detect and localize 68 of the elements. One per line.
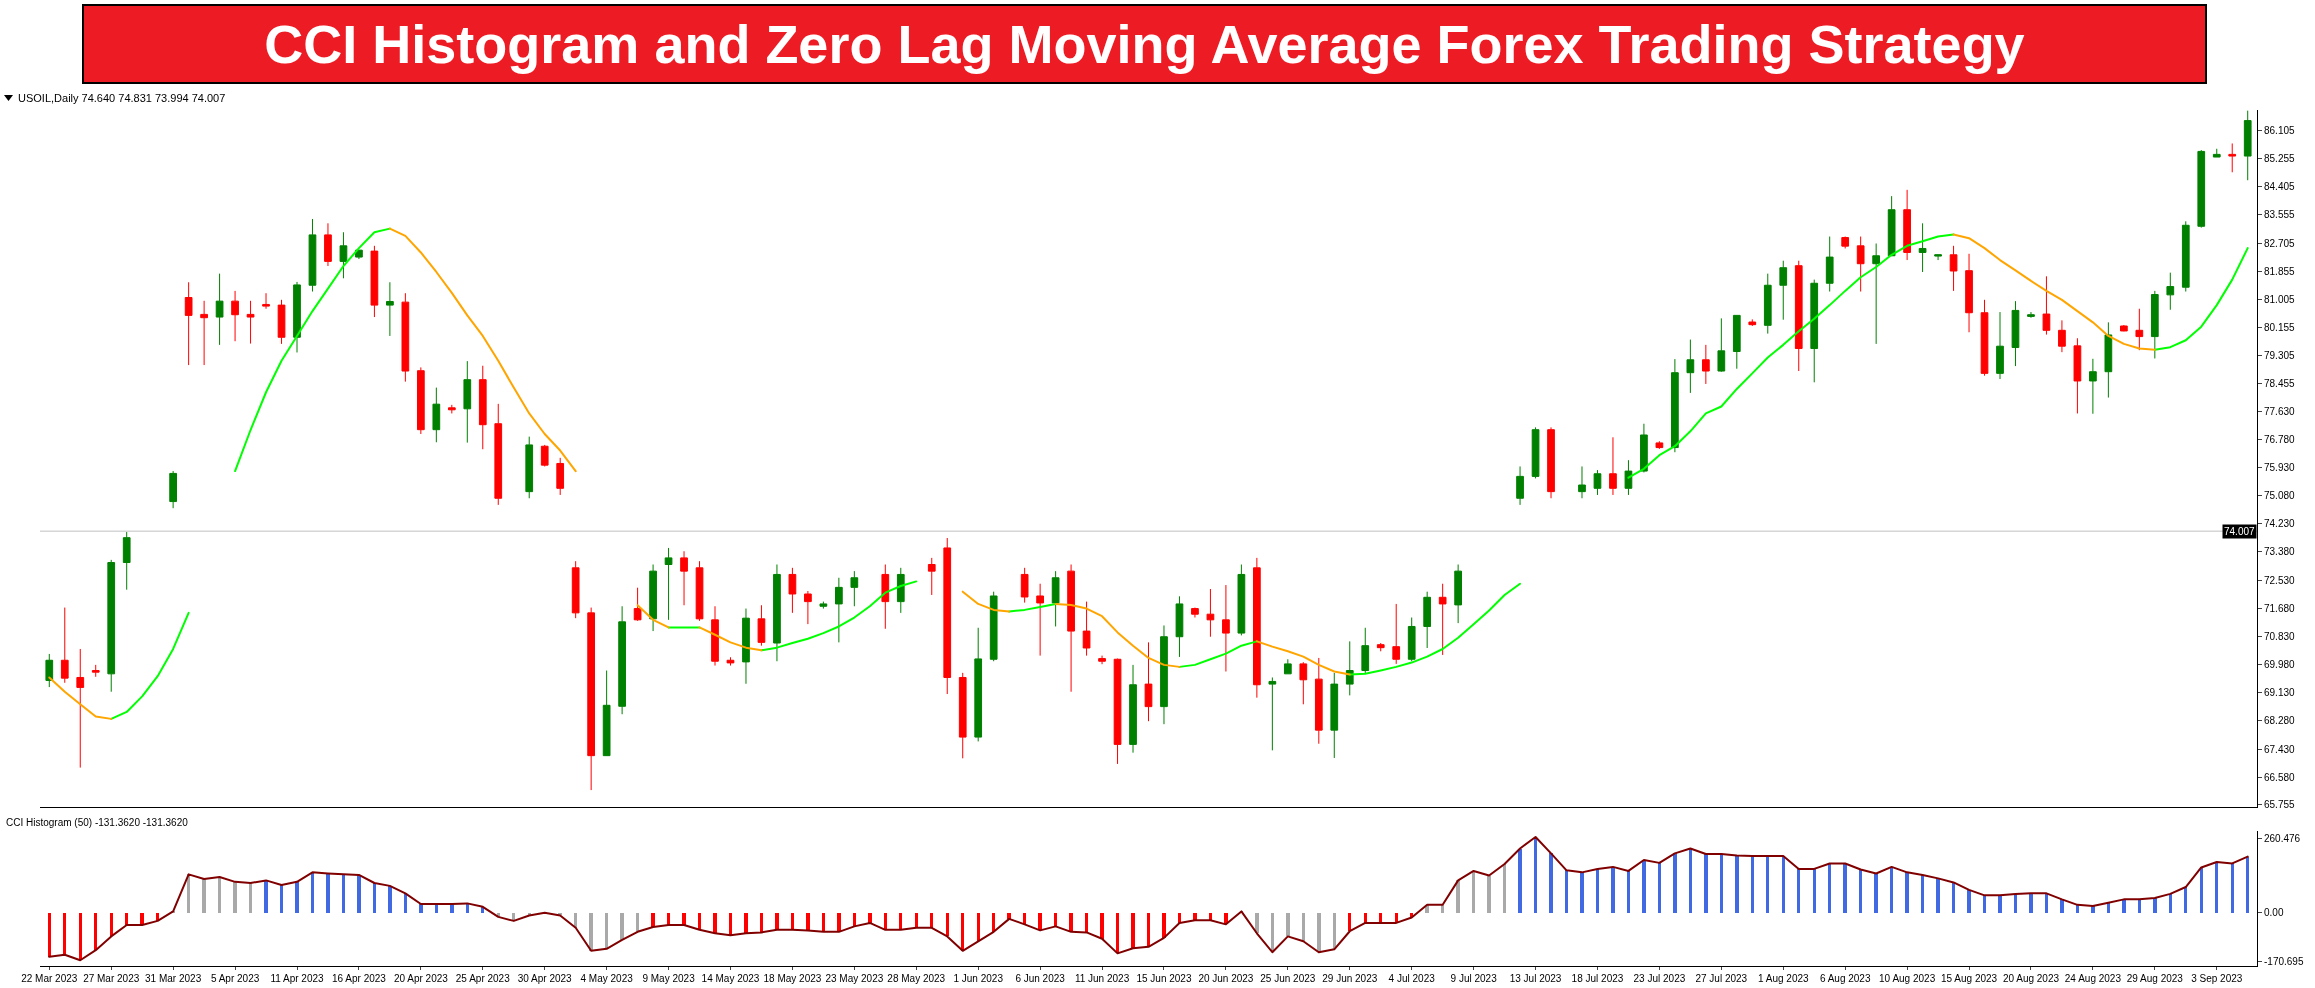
x-tick-label: 18 May 2023 [763, 973, 822, 984]
x-tick-label: 15 Jun 2023 [1136, 973, 1192, 984]
x-tick-label: 28 May 2023 [887, 973, 946, 984]
x-tick-label: 22 Mar 2023 [21, 973, 78, 984]
y-tick-label: 86.105 [2264, 124, 2296, 136]
x-tick-label: 18 Jul 2023 [1571, 973, 1624, 984]
x-tick-label: 24 Aug 2023 [2064, 973, 2122, 984]
chart-title: CCI Histogram (50) -131.3620 -131.3620 [6, 817, 189, 828]
y-tick-label: 260.476 [2264, 832, 2301, 844]
x-tick-label: 20 Jun 2023 [1198, 973, 1254, 984]
y-tick-label: 68.280 [2264, 715, 2296, 727]
x-tick-label: 11 Apr 2023 [270, 973, 325, 984]
x-tick-label: 1 Jun 2023 [953, 973, 1004, 984]
x-tick-label: 13 Jul 2023 [1509, 973, 1562, 984]
y-tick-label: 69.980 [2264, 659, 2296, 671]
chart-subtitle: USOIL,Daily 74.640 74.831 73.994 74.007 [18, 92, 226, 104]
y-tick-label: 75.080 [2264, 490, 2296, 502]
x-tick-label: 27 Mar 2023 [83, 973, 140, 984]
y-tick-label: 72.530 [2264, 574, 2296, 586]
y-tick-label: 65.755 [2264, 799, 2296, 811]
x-tick-label: 15 Aug 2023 [1940, 973, 1998, 984]
y-tick-label: 69.130 [2264, 687, 2296, 699]
x-tick-label: 6 Jun 2023 [1015, 973, 1066, 984]
x-tick-label: 5 Apr 2023 [210, 973, 260, 984]
y-tick-label: 77.630 [2264, 405, 2296, 417]
x-tick-label: 23 Jul 2023 [1633, 973, 1686, 984]
x-tick-label: 25 Apr 2023 [455, 973, 511, 984]
ref-line-label: 74.007 [2224, 526, 2256, 537]
x-tick-label: 29 Jun 2023 [1322, 973, 1378, 984]
y-tick-label: 66.580 [2264, 771, 2296, 783]
y-tick-label: 74.230 [2264, 518, 2296, 530]
x-tick-label: 1 Aug 2023 [1757, 973, 1809, 984]
y-tick-label: -170.695 [2264, 956, 2304, 968]
x-tick-label: 14 May 2023 [701, 973, 760, 984]
y-tick-label: 82.705 [2264, 237, 2296, 249]
y-tick-label: 79.305 [2264, 350, 2296, 362]
y-tick-label: 73.380 [2264, 546, 2296, 558]
x-tick-label: 30 Apr 2023 [517, 973, 573, 984]
x-tick-label: 29 Aug 2023 [2126, 973, 2184, 984]
chart-title: CCI Histogram and Zero Lag Moving Average Forex Trading Strategy [264, 13, 2025, 75]
y-tick-label: 85.255 [2264, 153, 2296, 165]
y-tick-label: 80.155 [2264, 321, 2296, 333]
x-tick-label: 9 Jul 2023 [1450, 973, 1498, 984]
y-tick-label: 84.405 [2264, 181, 2296, 193]
x-tick-label: 16 Apr 2023 [331, 973, 387, 984]
y-tick-label: 67.430 [2264, 743, 2296, 755]
y-tick-label: 70.830 [2264, 630, 2296, 642]
y-tick-label: 76.780 [2264, 433, 2296, 445]
x-tick-label: 23 May 2023 [825, 973, 884, 984]
x-tick-label: 20 Aug 2023 [2002, 973, 2060, 984]
x-tick-label: 11 Jun 2023 [1074, 973, 1130, 984]
y-tick-label: 78.455 [2264, 378, 2296, 390]
y-tick-label: 75.930 [2264, 461, 2296, 473]
x-tick-label: 6 Aug 2023 [1819, 973, 1871, 984]
x-tick-label: 3 Sep 2023 [2191, 973, 2243, 984]
x-tick-label: 25 Jun 2023 [1260, 973, 1316, 984]
x-tick-label: 9 May 2023 [642, 973, 696, 984]
x-tick-label: 27 Jul 2023 [1695, 973, 1748, 984]
x-tick-label: 4 Jul 2023 [1388, 973, 1436, 984]
x-tick-label: 31 Mar 2023 [145, 973, 202, 984]
x-tick-label: 20 Apr 2023 [393, 973, 449, 984]
y-tick-label: 83.555 [2264, 209, 2296, 221]
y-tick-label: 81.855 [2264, 265, 2296, 277]
x-tick-label: 4 May 2023 [580, 973, 634, 984]
x-tick-label: 10 Aug 2023 [1879, 973, 1936, 984]
y-tick-label: 71.680 [2264, 602, 2296, 614]
y-tick-label: 81.005 [2264, 293, 2296, 305]
y-tick-label: 0.00 [2264, 907, 2284, 919]
